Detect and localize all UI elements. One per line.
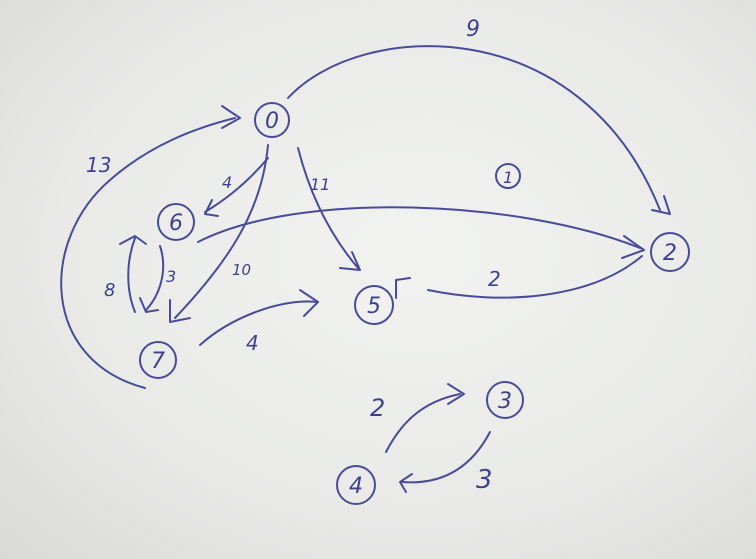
edge-6-2: [197, 206, 645, 259]
arrowhead-icon: [139, 297, 159, 313]
arrowhead-icon: [447, 383, 465, 405]
edge-weight-label: 8: [104, 280, 115, 301]
edge-weight-label: 1: [503, 168, 513, 187]
edge-line: [199, 300, 319, 346]
node-label: 3: [498, 389, 512, 414]
node-label: 0: [265, 109, 279, 134]
edge-7-0: 13: [60, 105, 241, 389]
edge-line: [127, 237, 136, 313]
node-label: 4: [349, 474, 363, 499]
node-circle: [254, 102, 290, 138]
edge-weight-label: 10: [232, 261, 251, 279]
edge-line: [287, 45, 661, 211]
edge-weight-label: 4: [246, 331, 259, 355]
node-2: 2: [650, 232, 690, 272]
edge-6-7: 3: [139, 245, 176, 313]
edge-5-2: 2: [395, 255, 643, 299]
edge-weight-label: 3: [166, 267, 176, 286]
edge-weight-label: 9: [466, 17, 480, 42]
edge-line: [297, 147, 359, 269]
node-3: 3: [486, 381, 524, 419]
node-circle: [139, 341, 177, 379]
edge-weight-circled: 1: [495, 163, 521, 189]
node-circle: [354, 285, 394, 325]
edge-weight-label: 2: [488, 267, 501, 291]
node-5: 5: [354, 285, 394, 325]
edge-weight-label: 3: [476, 465, 493, 495]
node-circle: [336, 465, 376, 505]
node-label: 5: [367, 294, 381, 319]
edge-weight-label: 11: [310, 175, 330, 194]
edge-line: [174, 144, 269, 319]
edge-line: [60, 117, 236, 389]
node-6: 6: [157, 203, 195, 241]
edge-3-4: 3: [399, 431, 493, 495]
edge-line: [204, 157, 269, 213]
arrowhead-icon: [651, 195, 671, 215]
edge-7-6: 8: [104, 235, 147, 313]
edge-7-5: 4: [199, 289, 319, 355]
node-label: 6: [169, 211, 183, 236]
edge-line: [145, 245, 165, 311]
node-7: 7: [139, 341, 177, 379]
node-circle: [650, 232, 690, 272]
edge-4-3: 2: [370, 383, 465, 453]
edge-weight-label: 13: [86, 153, 111, 177]
node-4: 4: [336, 465, 376, 505]
edge-0-7: 10: [169, 144, 269, 323]
edge-weight-label: 2: [370, 394, 385, 422]
node-label: 2: [663, 241, 677, 266]
arrowhead-icon: [169, 299, 191, 323]
edge-weight-label: 4: [222, 173, 232, 192]
node-circle: [157, 203, 195, 241]
tail-mark-icon: [395, 277, 411, 299]
edge-0-5: 11: [297, 147, 361, 271]
node-circle: [486, 381, 524, 419]
edge-line: [401, 431, 491, 484]
edge-line: [427, 255, 643, 299]
arrowhead-icon: [299, 289, 319, 317]
arrowhead-icon: [119, 235, 147, 245]
edge-6-0: 4: [204, 157, 269, 217]
arrowhead-icon: [204, 199, 219, 217]
circled-weight-mark: [495, 163, 521, 189]
edge-line: [197, 206, 641, 249]
arrowhead-icon: [339, 251, 361, 271]
edge-0-2: 9: [287, 17, 671, 215]
node-0: 0: [254, 102, 290, 138]
edge-line: [385, 393, 461, 453]
arrowhead-icon: [621, 235, 645, 259]
arrowhead-icon: [399, 473, 413, 493]
node-label: 7: [151, 349, 165, 374]
arrowhead-icon: [221, 105, 241, 129]
